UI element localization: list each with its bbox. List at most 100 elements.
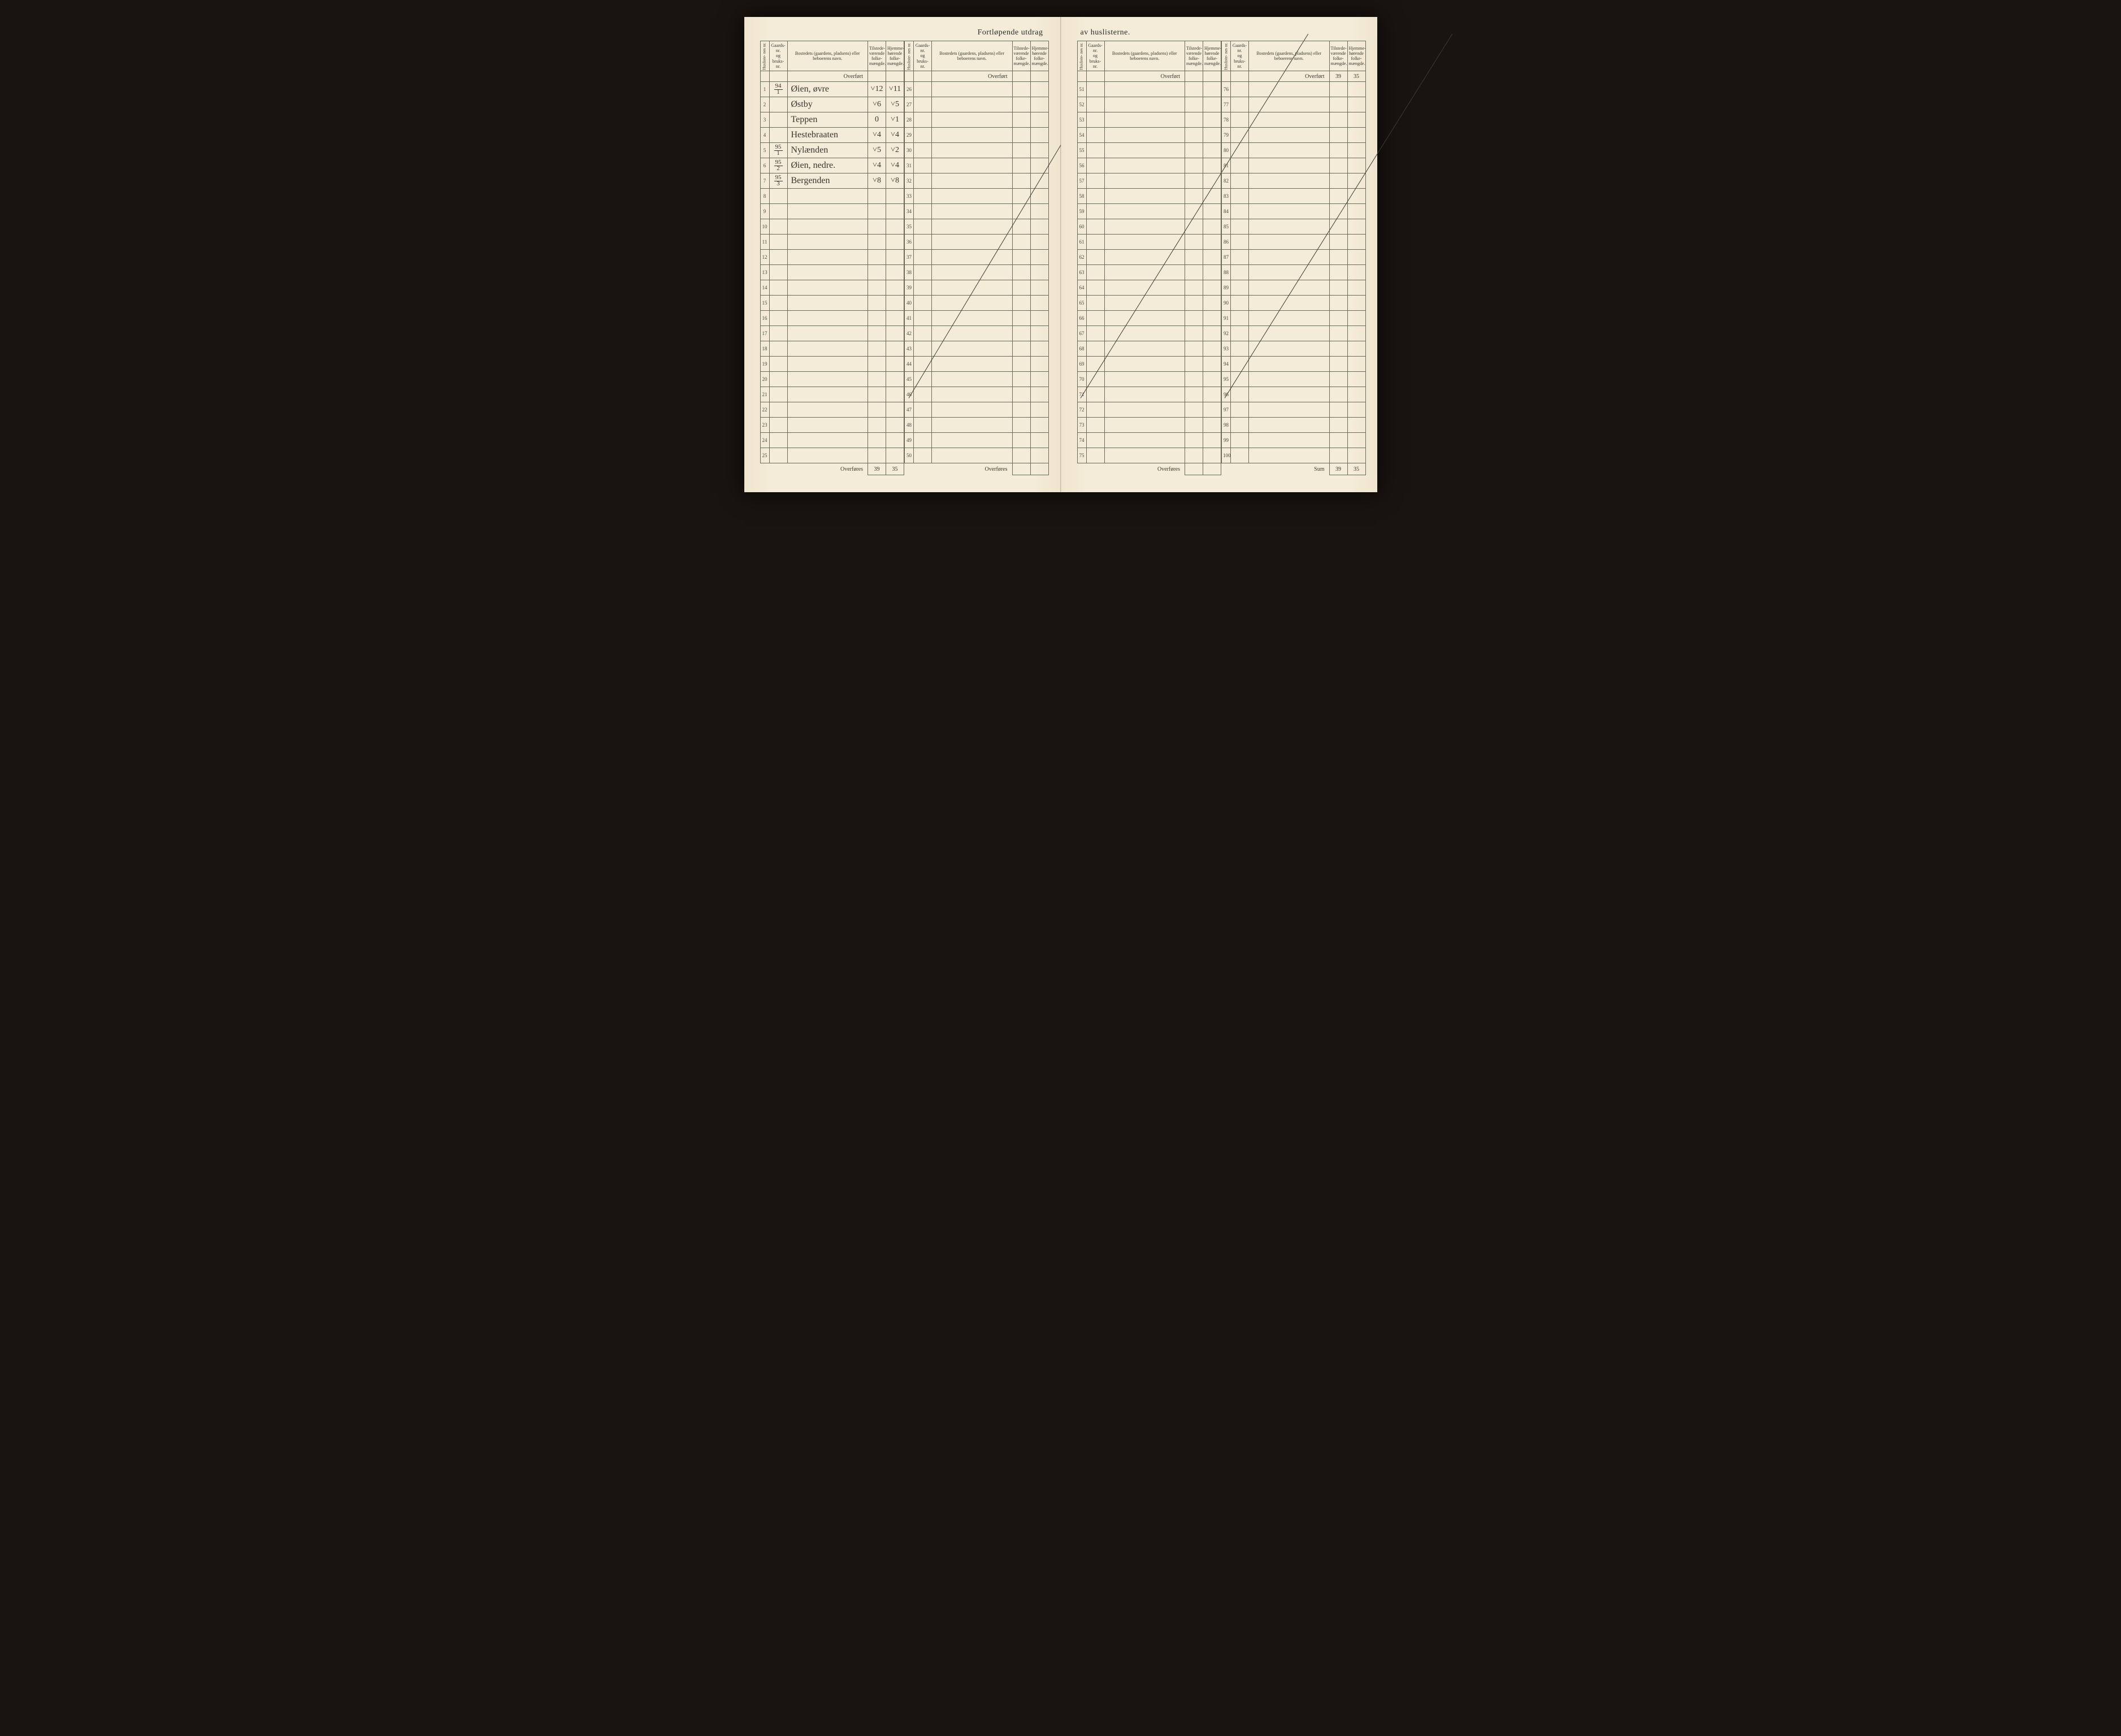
row-number: 88 [1222, 265, 1231, 280]
row-number: 64 [1077, 280, 1086, 296]
table-row: 65 [1077, 296, 1221, 311]
bosted-cell [1249, 158, 1330, 173]
row-number: 38 [905, 265, 914, 280]
tilstede-cell [1185, 128, 1203, 143]
table-row: 2 Østby ˅6 ˅5 [760, 97, 904, 112]
row-number: 15 [760, 296, 769, 311]
tilstede-cell [1012, 143, 1030, 158]
table-row: 28 [905, 112, 1049, 128]
bosted-cell [1104, 357, 1185, 372]
tilstede-cell [868, 433, 886, 448]
hjemme-cell [1203, 219, 1221, 235]
table-row: 61 [1077, 235, 1221, 250]
bosted-cell [1104, 158, 1185, 173]
gnr-cell [1086, 326, 1104, 341]
row-number: 25 [760, 448, 769, 463]
tilstede-cell [1012, 341, 1030, 357]
gnr-cell [914, 158, 932, 173]
tilstede-cell [868, 250, 886, 265]
bosted-cell [932, 341, 1013, 357]
bosted-cell: Nylænden [787, 143, 868, 158]
hjemme-cell [886, 372, 904, 387]
col-husliste: Husliste- nes nr. [905, 41, 914, 71]
bosted-cell [1249, 387, 1330, 402]
gnr-cell [1086, 250, 1104, 265]
row-number: 82 [1222, 173, 1231, 189]
gnr-cell [1086, 219, 1104, 235]
hjemme-cell [1347, 387, 1365, 402]
gnr-cell [914, 418, 932, 433]
row-number: 11 [760, 235, 769, 250]
gnr-cell [914, 296, 932, 311]
table-row: 39 [905, 280, 1049, 296]
hjemme-cell [1203, 311, 1221, 326]
block-C: Husliste- nes nr. Gaards-nr.ogbruks-nr. … [1077, 41, 1222, 475]
row-number: 55 [1077, 143, 1086, 158]
hjemme-cell [1347, 128, 1365, 143]
hjemme-cell [1203, 143, 1221, 158]
table-row: 29 [905, 128, 1049, 143]
tilstede-cell: ˅12 [868, 82, 886, 97]
hjemme-cell [1347, 311, 1365, 326]
row-number: 40 [905, 296, 914, 311]
hjemme-cell [1347, 250, 1365, 265]
col-gaards: Gaards-nr.ogbruks-nr. [1086, 41, 1104, 71]
tilstede-cell [1185, 418, 1203, 433]
col-bosted: Bostedets (gaardens, pladsens) eller beb… [787, 41, 868, 71]
hjemme-cell [1347, 372, 1365, 387]
tilstede-cell [868, 326, 886, 341]
gnr-cell [1086, 235, 1104, 250]
bosted-cell [1104, 235, 1185, 250]
gnr-cell: 941 [769, 82, 787, 97]
gnr-cell [1231, 341, 1249, 357]
hjemme-cell [1347, 341, 1365, 357]
bosted-cell [1104, 265, 1185, 280]
gnr-cell [1086, 204, 1104, 219]
hjemme-cell: ˅2 [886, 143, 904, 158]
table-row: 58 [1077, 189, 1221, 204]
bosted-cell [787, 402, 868, 418]
gnr-cell [1231, 433, 1249, 448]
table-row: 21 [760, 387, 904, 402]
hjemme-cell: ˅5 [886, 97, 904, 112]
row-number: 89 [1222, 280, 1231, 296]
tilstede-cell [1329, 82, 1347, 97]
table-row: 6 952 Øien, nedre. ˅4 ˅4 [760, 158, 904, 173]
tilstede-cell [1329, 402, 1347, 418]
bosted-cell [932, 235, 1013, 250]
table-row: 63 [1077, 265, 1221, 280]
bosted-cell [1249, 418, 1330, 433]
hjemme-cell [1030, 341, 1048, 357]
row-number: 73 [1077, 418, 1086, 433]
ledger-book: Fortløpende utdrag Husliste- nes nr. Gaa… [744, 17, 1377, 492]
row-number: 10 [760, 219, 769, 235]
table-row: 53 [1077, 112, 1221, 128]
row-number: 69 [1077, 357, 1086, 372]
gnr-cell [914, 128, 932, 143]
gnr-cell [769, 311, 787, 326]
tilstede-cell [1329, 280, 1347, 296]
gnr-cell [1231, 235, 1249, 250]
gnr-cell [1086, 97, 1104, 112]
bosted-cell: Øien, nedre. [787, 158, 868, 173]
table-row: 7 953 Bergenden ˅8 ˅8 [760, 173, 904, 189]
row-number: 86 [1222, 235, 1231, 250]
gnr-cell [914, 326, 932, 341]
hjemme-cell [1030, 387, 1048, 402]
bosted-cell [1249, 448, 1330, 463]
gnr-cell [769, 97, 787, 112]
bosted-cell [932, 143, 1013, 158]
gnr-cell [914, 250, 932, 265]
row-number: 60 [1077, 219, 1086, 235]
tilstede-cell [1185, 296, 1203, 311]
table-row: 79 [1222, 128, 1366, 143]
row-number: 24 [760, 433, 769, 448]
row-number: 68 [1077, 341, 1086, 357]
table-row: 92 [1222, 326, 1366, 341]
tilstede-cell [868, 280, 886, 296]
tilstede-cell: ˅5 [868, 143, 886, 158]
tilstede-cell [1185, 173, 1203, 189]
row-number: 32 [905, 173, 914, 189]
tilstede-cell [1185, 433, 1203, 448]
bosted-cell [787, 341, 868, 357]
